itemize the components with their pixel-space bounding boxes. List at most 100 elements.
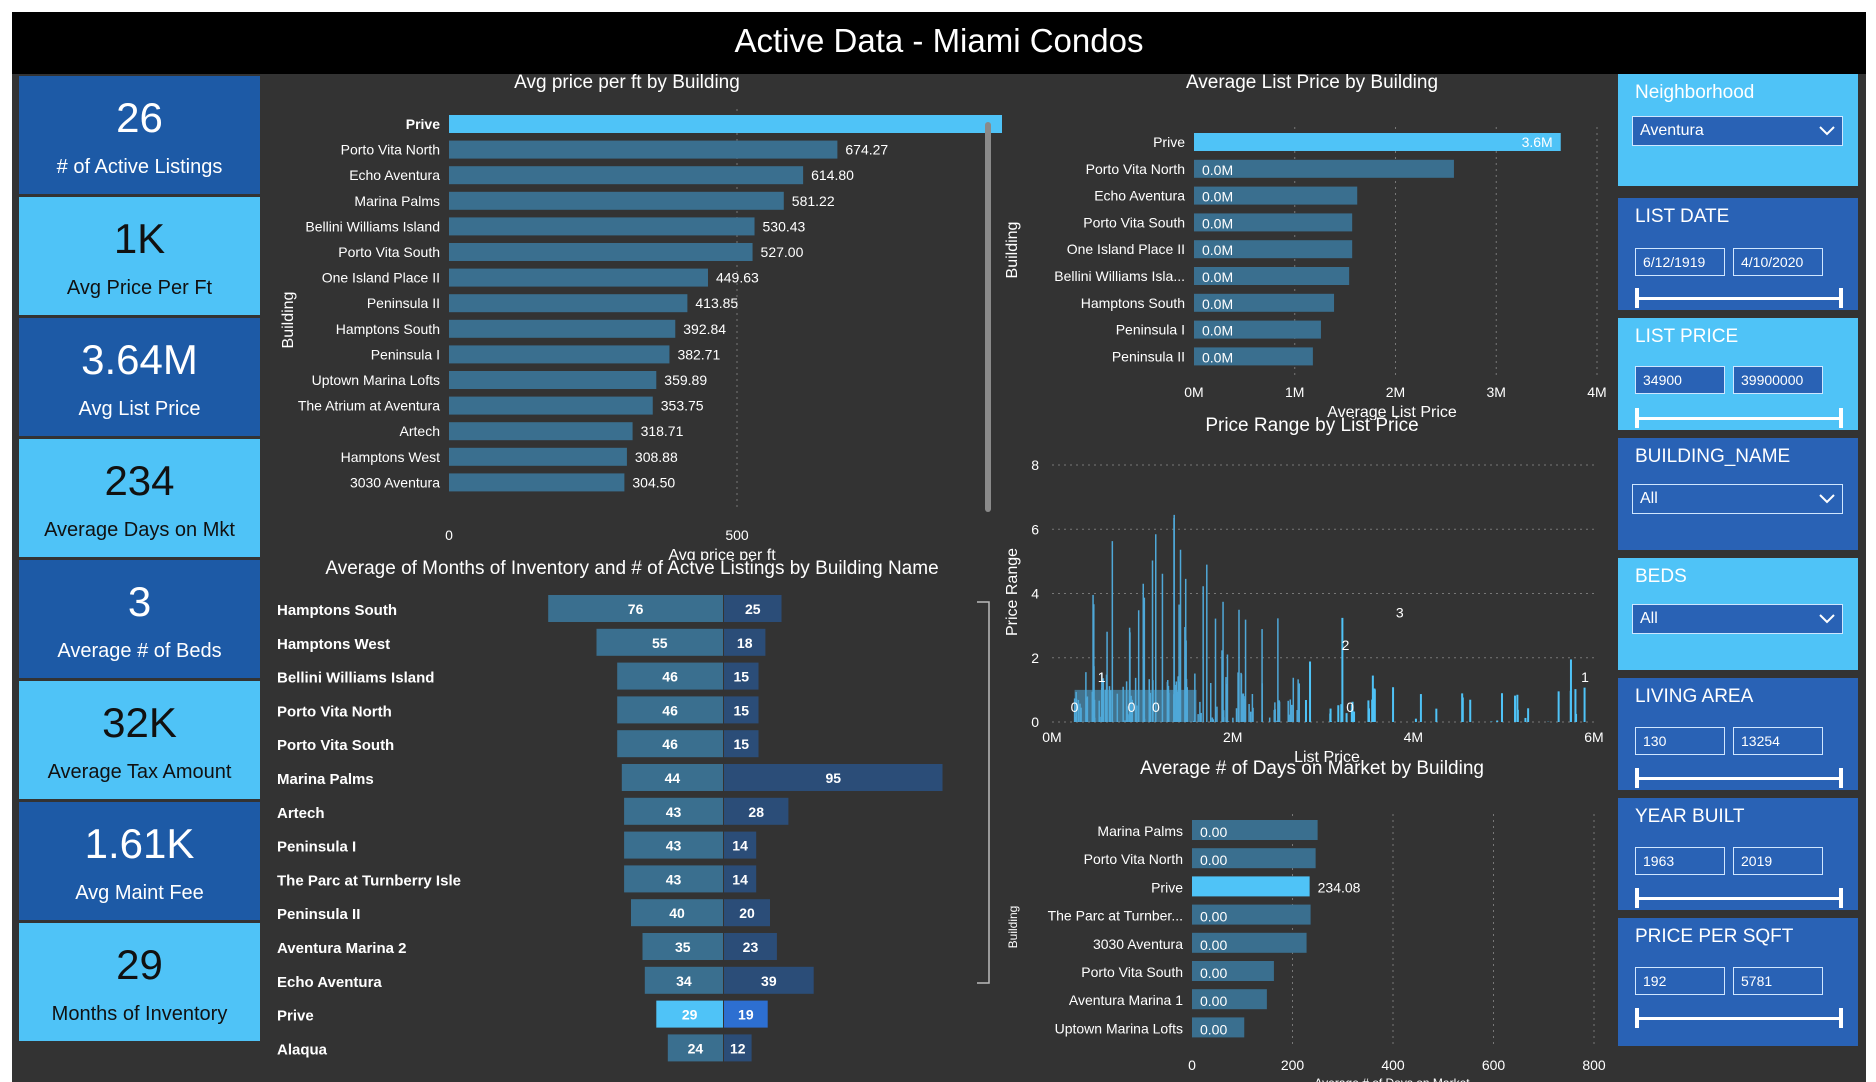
page-title: Active Data - Miami Condos xyxy=(12,12,1866,74)
data-label: 43 xyxy=(666,838,682,854)
slider-max-handle[interactable] xyxy=(1839,408,1843,428)
data-label: 76 xyxy=(628,601,644,617)
data-label: 46 xyxy=(662,702,678,718)
slider-min-handle[interactable] xyxy=(1635,768,1639,788)
kpi-value: 1K xyxy=(113,215,166,262)
bar xyxy=(449,140,838,159)
kpi-card-active-listings[interactable]: 26 # of Active Listings xyxy=(19,76,260,194)
building-name-dropdown[interactable]: All xyxy=(1632,484,1843,514)
category-label: Marina Palms xyxy=(277,771,374,788)
data-label: 413.85 xyxy=(695,295,738,311)
price-per-sqft-range-slider[interactable] xyxy=(1635,1008,1843,1028)
year-built-min-input[interactable]: 1963 xyxy=(1635,847,1725,875)
bar xyxy=(1194,293,1335,312)
year-built-range-slider[interactable] xyxy=(1635,888,1843,908)
kpi-card-months-inventory[interactable]: 29 Months of Inventory xyxy=(19,923,260,1041)
bar xyxy=(449,294,688,313)
list-price-max-input[interactable]: 39900000 xyxy=(1733,366,1823,394)
category-label: Hamptons West xyxy=(341,449,440,465)
list-price-range-slider[interactable] xyxy=(1635,408,1843,428)
data-label: 674.27 xyxy=(845,142,888,158)
slider-min-handle[interactable] xyxy=(1635,1008,1639,1028)
living-area-max-input[interactable]: 13254 xyxy=(1733,727,1823,755)
data-label: 43 xyxy=(666,804,682,820)
living-area-min-input[interactable]: 130 xyxy=(1635,727,1725,755)
data-label: 0.0M xyxy=(1202,189,1233,205)
chart-avg-list-price[interactable]: 0M 1M 2M 3M 4M Prive 3.6M Porto Vita North 0.0M E… xyxy=(997,100,1607,420)
category-label: Artech xyxy=(277,805,325,822)
bar xyxy=(1194,186,1358,205)
kpi-card-avg-maint-fee[interactable]: 1.61K Avg Maint Fee xyxy=(19,802,260,920)
kpi-card-avg-list-price[interactable]: 3.64M Avg List Price xyxy=(19,318,260,436)
bar-months-inventory xyxy=(667,1034,723,1062)
slider-max-handle[interactable] xyxy=(1839,768,1843,788)
slicer-beds: BEDS All xyxy=(1618,558,1858,670)
slicer-title: PRICE PER SQFT xyxy=(1635,926,1794,947)
price-per-sqft-max-input[interactable]: 5781 xyxy=(1733,967,1823,995)
kpi-card-avg-days-on-market[interactable]: 234 Average Days on Mkt xyxy=(19,439,260,557)
slider-max-handle[interactable] xyxy=(1839,888,1843,908)
list-price-min-input[interactable]: 34900 xyxy=(1635,366,1725,394)
chart-avg-price-per-ft[interactable]: 05001000Prive1072.62Porto Vita North674.… xyxy=(267,100,1002,560)
kpi-card-avg-tax[interactable]: 32K Average Tax Amount xyxy=(19,681,260,799)
data-label: 0.0M xyxy=(1202,269,1233,285)
slider-max-handle[interactable] xyxy=(1839,288,1843,308)
price-per-sqft-min-input[interactable]: 192 xyxy=(1635,967,1725,995)
bar-active-listings xyxy=(724,797,789,825)
slider-min-handle[interactable] xyxy=(1635,288,1639,308)
chart-title-price-per-ft: Avg price per ft by Building xyxy=(514,72,740,93)
year-built-max-input[interactable]: 2019 xyxy=(1733,847,1823,875)
data-label: 449.63 xyxy=(716,270,759,286)
list-date-max-input[interactable]: 4/10/2020 xyxy=(1733,248,1823,276)
category-label: Peninsula I xyxy=(1116,322,1185,338)
data-label: 0.00 xyxy=(1200,965,1227,981)
data-label: 614.80 xyxy=(811,167,854,183)
data-label: 318.71 xyxy=(641,423,684,439)
bar xyxy=(1192,820,1318,840)
category-label: Prive xyxy=(1153,134,1185,150)
beds-dropdown[interactable]: All xyxy=(1632,604,1843,634)
data-label: 0.0M xyxy=(1202,349,1233,365)
data-label: 95 xyxy=(825,770,841,786)
category-label: One Island Place II xyxy=(322,270,440,286)
data-label: 0.0M xyxy=(1202,162,1233,178)
chevron-down-icon xyxy=(1819,126,1835,136)
bar xyxy=(1192,961,1274,981)
list-date-min-input[interactable]: 6/12/1919 xyxy=(1635,248,1725,276)
data-label: 0.0M xyxy=(1202,215,1233,231)
data-label: 3.6M xyxy=(1522,134,1553,150)
neighborhood-dropdown[interactable]: Aventura xyxy=(1632,116,1843,146)
bar xyxy=(1192,989,1267,1010)
kpi-value: 26 xyxy=(116,94,163,141)
slider-min-handle[interactable] xyxy=(1635,888,1639,908)
chart-months-inventory[interactable]: Hamptons South 76 25 Hamptons West 55 18 Belli… xyxy=(267,580,1007,1080)
category-label: Hamptons South xyxy=(336,321,440,337)
slicer-title: BEDS xyxy=(1635,566,1687,587)
living-area-range-slider[interactable] xyxy=(1635,768,1843,788)
y-tick-label: 8 xyxy=(1031,457,1039,473)
list-date-range-slider[interactable] xyxy=(1635,288,1843,308)
slider-min-handle[interactable] xyxy=(1635,408,1639,428)
y-axis-title: Building xyxy=(1004,222,1021,279)
x-tick-label: 0 xyxy=(1188,1057,1196,1073)
x-tick-label: 4M xyxy=(1587,384,1606,400)
kpi-card-avg-price-per-ft[interactable]: 1K Avg Price Per Ft xyxy=(19,197,260,315)
slider-max-handle[interactable] xyxy=(1839,1008,1843,1028)
bar xyxy=(449,319,676,338)
x-tick-label: 4M xyxy=(1404,729,1423,745)
bar xyxy=(1194,133,1561,151)
category-label: Marina Palms xyxy=(354,193,440,209)
bar-months-inventory xyxy=(596,628,723,656)
data-label: 0.00 xyxy=(1200,937,1227,953)
kpi-card-avg-beds[interactable]: 3 Average # of Beds xyxy=(19,560,260,678)
dropdown-value: Aventura xyxy=(1640,122,1704,139)
category-label: Hamptons South xyxy=(1081,295,1185,311)
bar xyxy=(449,268,708,287)
bar-months-inventory xyxy=(621,764,723,791)
y-tick-label: 0 xyxy=(1031,714,1039,730)
bar xyxy=(449,473,625,492)
category-label: Peninsula I xyxy=(277,839,356,856)
kpi-value: 29 xyxy=(116,941,163,988)
chart-days-on-market[interactable]: 0 200 400 600 800 Marina Palms 0.00 Porto Vita … xyxy=(997,787,1607,1082)
